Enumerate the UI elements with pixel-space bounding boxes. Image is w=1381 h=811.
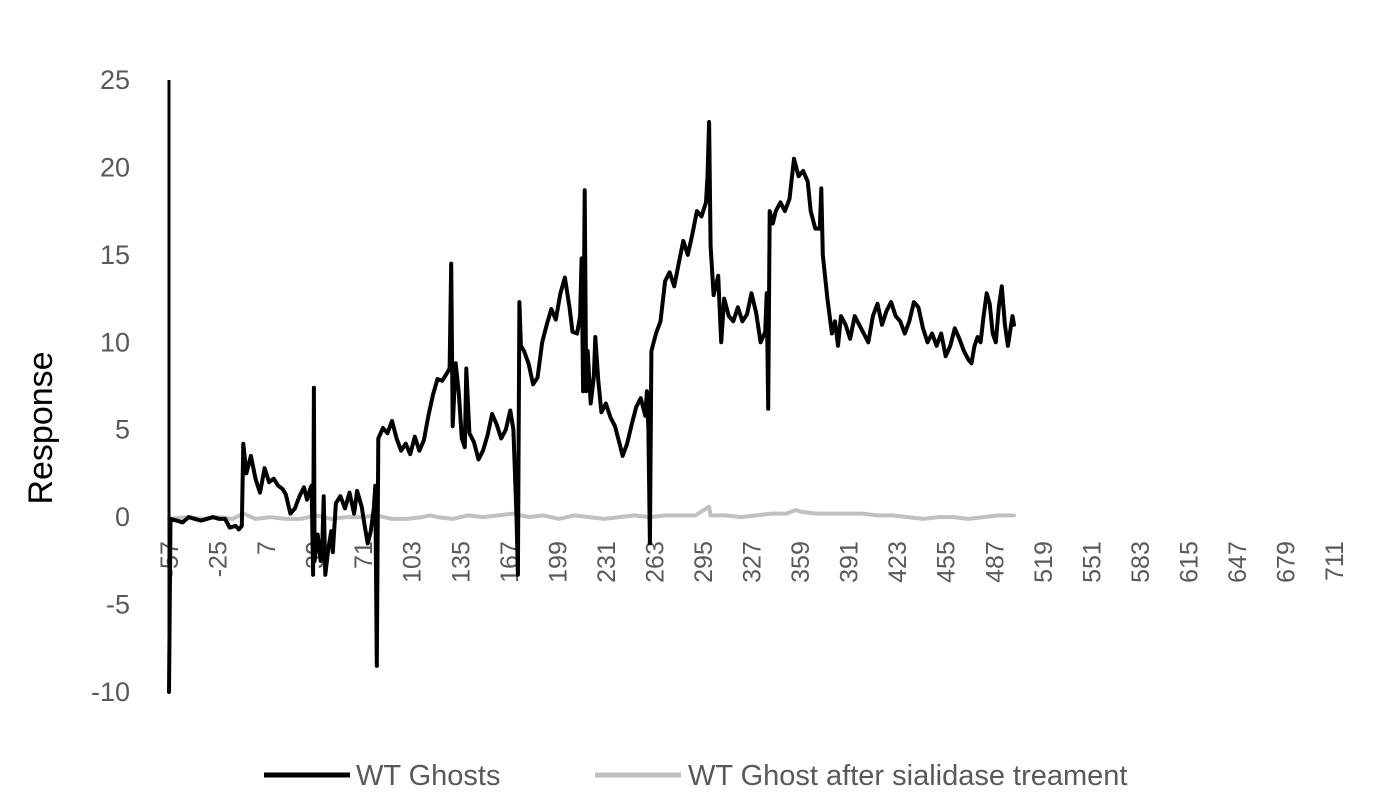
x-tick-label: 7 (253, 541, 281, 555)
x-tick-label: 583 (1127, 541, 1155, 583)
x-tick-label: 615 (1175, 541, 1203, 583)
y-tick-label: 15 (100, 240, 130, 270)
legend-item-wt-ghosts: WT Ghosts (264, 760, 501, 792)
y-tick-label: 0 (115, 502, 130, 532)
x-tick-label: 327 (739, 541, 767, 583)
legend-label-wt-ghost-sialidase: WT Ghost after sialidase treament (688, 760, 1127, 792)
x-tick-label: 647 (1224, 541, 1252, 583)
x-tick-label: 519 (1030, 541, 1058, 583)
x-tick-label: 455 (933, 541, 961, 583)
series-line-wt-ghosts (167, 120, 1016, 694)
y-tick-label: -5 (106, 590, 130, 620)
x-tick-label: 135 (447, 541, 475, 583)
x-tick-label: 711 (1321, 541, 1349, 581)
x-tick-label: 71 (350, 541, 378, 569)
legend-label-wt-ghosts: WT Ghosts (356, 760, 501, 792)
y-tick-label: 10 (100, 327, 130, 357)
x-tick-label: 487 (981, 541, 1009, 583)
x-tick-label: -25 (205, 541, 233, 577)
x-tick-label: 423 (884, 541, 912, 583)
y-tick-label: 25 (100, 65, 130, 95)
x-tick-label: 103 (399, 541, 427, 583)
y-axis-title: Response (22, 351, 60, 504)
x-tick-label: 551 (1078, 541, 1106, 583)
x-tick-label: 199 (544, 541, 572, 583)
x-tick-label: 263 (641, 541, 669, 583)
x-tick-label: 391 (836, 541, 864, 583)
y-tick-label: 20 (100, 152, 130, 182)
x-tick-label: 679 (1273, 541, 1301, 583)
y-tick-label: 5 (115, 415, 130, 445)
legend-item-wt-ghost-sialidase: WT Ghost after sialidase treament (595, 760, 1127, 792)
y-tick-label: -10 (91, 677, 130, 707)
x-tick-label: 359 (787, 541, 815, 583)
x-tick-label: 295 (690, 541, 718, 583)
series-layer (167, 120, 1016, 694)
x-tick-label: 231 (593, 541, 621, 583)
legend: WT Ghosts WT Ghost after sialidase tream… (264, 760, 1127, 792)
y-tick-labels: -10 -5 0 5 10 15 20 25 (91, 65, 130, 707)
